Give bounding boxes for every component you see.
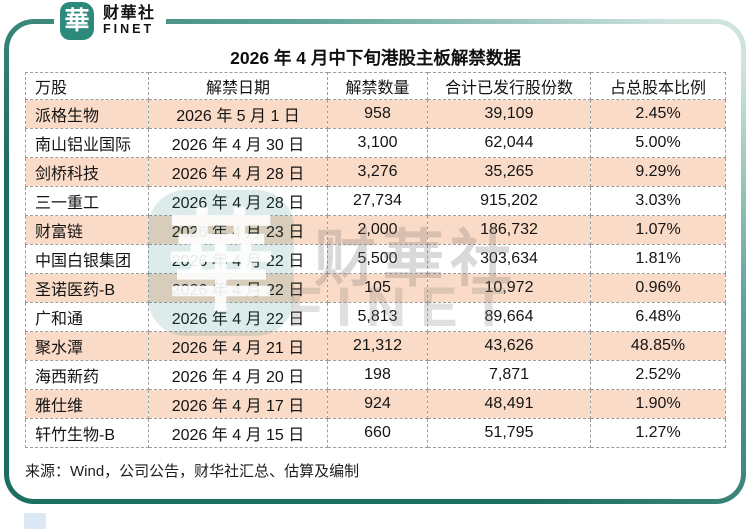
cell-value: 48.85%: [590, 331, 726, 361]
cell-value: 10,972: [427, 273, 591, 303]
source-note: 来源：Wind，公司公告，财华社汇总、估算及编制: [25, 463, 360, 480]
cell-company: 海西新药: [25, 360, 149, 390]
table-row: 南山铝业国际 2026 年 4 月 30 日 3,100 62,044 5.00%: [25, 128, 726, 158]
cell-value: 105: [327, 273, 428, 303]
cell-value: 27,734: [327, 186, 428, 216]
cell-company: 圣诺医药-B: [25, 273, 149, 303]
cell-value: 6.48%: [590, 302, 726, 332]
table-row: 圣诺医药-B 2026 年 4 月 22 日 105 10,972 0.96%: [25, 273, 726, 303]
cell-value: 2026 年 4 月 15 日: [148, 418, 328, 448]
cell-value: 2026 年 5 月 1 日: [148, 99, 328, 129]
logo-glyph: 華: [64, 6, 90, 35]
cell-value: 9.29%: [590, 157, 726, 187]
cell-value: 3,100: [327, 128, 428, 158]
cell-value: 2026 年 4 月 28 日: [148, 186, 328, 216]
unlock-data-table-wrap: 万股 解禁日期 解禁数量 合计已发行股份数 占总股本比例 派格生物 2026 年 …: [25, 72, 726, 448]
col-header-pct-of-capital: 占总股本比例: [590, 72, 726, 100]
cell-value: 198: [327, 360, 428, 390]
cell-value: 2,000: [327, 215, 428, 245]
cell-company: 轩竹生物-B: [25, 418, 149, 448]
brand-name-cn: 财華社: [103, 4, 156, 22]
cell-value: 5,813: [327, 302, 428, 332]
cell-value: 2026 年 4 月 22 日: [148, 302, 328, 332]
table-row: 三一重工 2026 年 4 月 28 日 27,734 915,202 3.03%: [25, 186, 726, 216]
cell-value: 35,265: [427, 157, 591, 187]
table-row: 剑桥科技 2026 年 4 月 28 日 3,276 35,265 9.29%: [25, 157, 726, 187]
finet-logo: 華 财華社 FINET: [54, 0, 166, 43]
finet-logo-icon: 華: [60, 2, 94, 40]
cell-value: 915,202: [427, 186, 591, 216]
cell-value: 1.07%: [590, 215, 726, 245]
cell-value: 2026 年 4 月 21 日: [148, 331, 328, 361]
cell-value: 39,109: [427, 99, 591, 129]
cell-value: 924: [327, 389, 428, 419]
cell-company: 三一重工: [25, 186, 149, 216]
table-row: 派格生物 2026 年 5 月 1 日 958 39,109 2.45%: [25, 99, 726, 129]
cell-company: 雅仕维: [25, 389, 149, 419]
table-row: 聚水潭 2026 年 4 月 21 日 21,312 43,626 48.85%: [25, 331, 726, 361]
table-row: 轩竹生物-B 2026 年 4 月 15 日 660 51,795 1.27%: [25, 418, 726, 448]
col-header-unlock-amount: 解禁数量: [327, 72, 428, 100]
cell-value: 0.96%: [590, 273, 726, 303]
cell-value: 660: [327, 418, 428, 448]
cell-company: 广和通: [25, 302, 149, 332]
table-body: 派格生物 2026 年 5 月 1 日 958 39,109 2.45% 南山铝业国际 20…: [25, 99, 726, 448]
unlock-data-table: 万股 解禁日期 解禁数量 合计已发行股份数 占总股本比例 派格生物 2026 年 …: [25, 72, 726, 448]
cell-value: 21,312: [327, 331, 428, 361]
cell-value: 62,044: [427, 128, 591, 158]
cell-company: 剑桥科技: [25, 157, 149, 187]
logo-text-block: 财華社 FINET: [103, 5, 156, 38]
cell-company: 派格生物: [25, 99, 149, 129]
cell-value: 303,634: [427, 244, 591, 274]
cell-value: 7,871: [427, 360, 591, 390]
cell-value: 51,795: [427, 418, 591, 448]
cell-value: 2.52%: [590, 360, 726, 390]
cell-value: 2026 年 4 月 17 日: [148, 389, 328, 419]
cell-value: 2026 年 4 月 28 日: [148, 157, 328, 187]
cell-value: 186,732: [427, 215, 591, 245]
cell-company: 南山铝业国际: [25, 128, 149, 158]
col-header-unit: 万股: [25, 72, 149, 100]
cell-company: 财富链: [25, 215, 149, 245]
cell-value: 89,664: [427, 302, 591, 332]
cell-value: 2026 年 4 月 22 日: [148, 273, 328, 303]
cell-value: 2026 年 4 月 30 日: [148, 128, 328, 158]
table-row: 雅仕维 2026 年 4 月 17 日 924 48,491 1.90%: [25, 389, 726, 419]
cell-value: 1.90%: [590, 389, 726, 419]
cell-company: 中国白银集团: [25, 244, 149, 274]
cell-value: 5,500: [327, 244, 428, 274]
page-title: 2026 年 4 月中下旬港股主板解禁数据: [230, 48, 521, 68]
cell-value: 1.81%: [590, 244, 726, 274]
cell-company: 聚水潭: [25, 331, 149, 361]
table-header-row: 万股 解禁日期 解禁数量 合计已发行股份数 占总股本比例: [25, 72, 726, 100]
table-row: 中国白银集团 2026 年 4 月 22 日 5,500 303,634 1.81%: [25, 244, 726, 274]
cell-value: 3,276: [327, 157, 428, 187]
cell-value: 1.27%: [590, 418, 726, 448]
cell-value: 5.00%: [590, 128, 726, 158]
cell-value: 43,626: [427, 331, 591, 361]
table-row: 广和通 2026 年 4 月 22 日 5,813 89,664 6.48%: [25, 302, 726, 332]
cell-value: 48,491: [427, 389, 591, 419]
cell-value: 2026 年 4 月 20 日: [148, 360, 328, 390]
cell-value: 2026 年 4 月 23 日: [148, 215, 328, 245]
cell-value: 3.03%: [590, 186, 726, 216]
col-header-unlock-date: 解禁日期: [148, 72, 328, 100]
cell-value: 958: [327, 99, 428, 129]
table-row: 财富链 2026 年 4 月 23 日 2,000 186,732 1.07%: [25, 215, 726, 245]
bottom-left-artifact: [24, 513, 46, 529]
table-row: 海西新药 2026 年 4 月 20 日 198 7,871 2.52%: [25, 360, 726, 390]
cell-value: 2.45%: [590, 99, 726, 129]
cell-value: 2026 年 4 月 22 日: [148, 244, 328, 274]
col-header-total-issued: 合计已发行股份数: [427, 72, 591, 100]
brand-name-en: FINET: [103, 22, 155, 37]
